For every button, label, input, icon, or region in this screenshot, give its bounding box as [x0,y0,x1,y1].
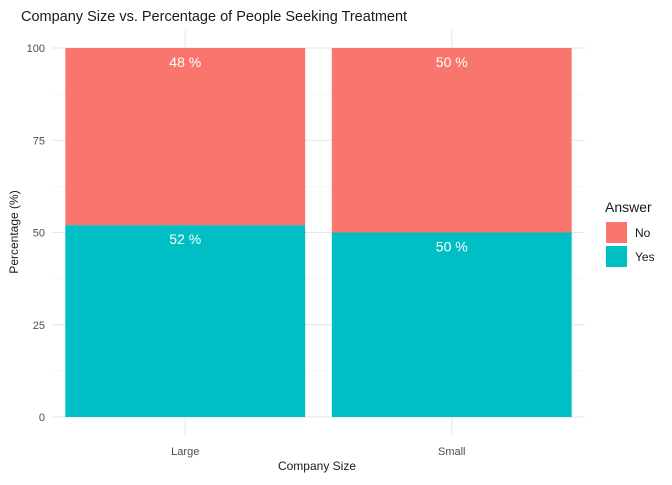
legend-title: Answer [605,199,652,215]
x-axis-title: Company Size [278,459,356,473]
y-tick-label: 100 [27,43,45,55]
y-tick-label: 0 [39,412,45,424]
data-label: 52 % [169,231,201,247]
legend-label-yes: Yes [635,250,655,264]
y-tick-label: 75 [33,135,45,147]
y-tick-label: 50 [33,228,45,240]
y-tick-label: 25 [33,320,45,332]
bar-large-yes [65,225,306,417]
plot-area: 0 25 50 75 100 52 % 48 % 50 % 50 % Large Small [27,30,585,458]
bar-small-no [331,48,572,233]
legend: Answer No Yes [605,199,655,267]
chart-title: Company Size vs. Percentage of People Se… [21,9,407,25]
data-label: 50 % [436,239,468,255]
legend-label-no: No [635,226,651,240]
legend-key-yes [606,246,627,267]
bar-small-yes [331,232,572,417]
data-label: 50 % [436,54,468,70]
bar-large-no [65,48,306,226]
data-label: 48 % [169,54,201,70]
legend-key-no [606,222,627,243]
x-tick-label: Large [171,446,199,458]
y-axis-title: Percentage (%) [7,190,21,273]
x-tick-label: Small [438,446,466,458]
